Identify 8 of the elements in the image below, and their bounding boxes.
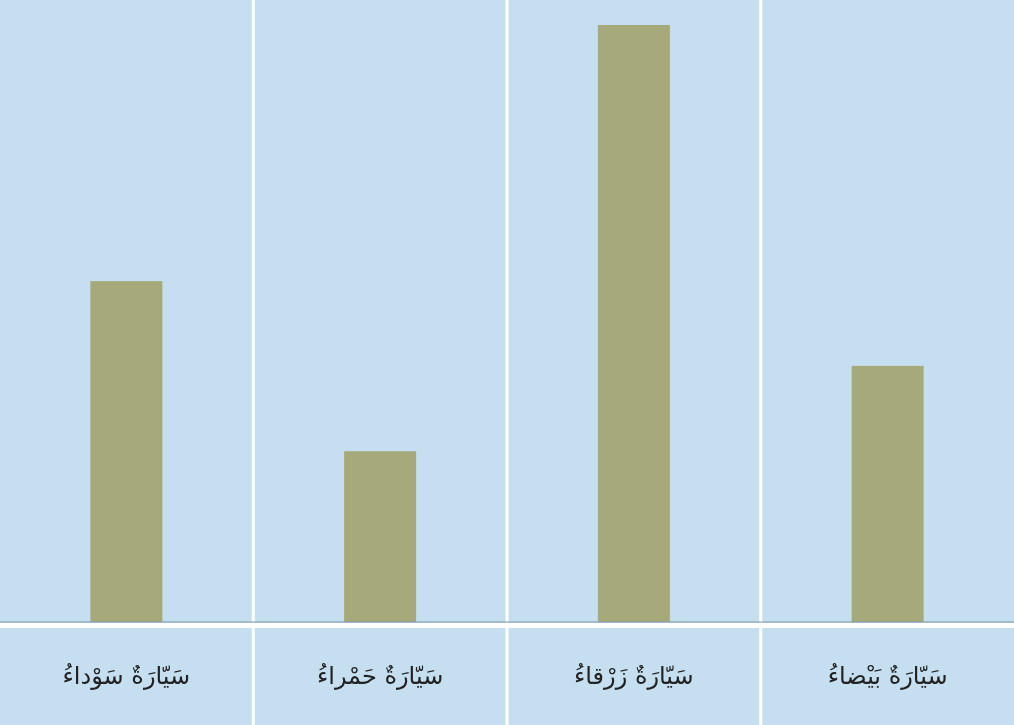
x-tick-label: سَيّارَةٌ بَيْضاءُ xyxy=(827,661,948,690)
bar xyxy=(90,281,163,622)
bar xyxy=(597,25,670,622)
bar xyxy=(851,365,924,622)
x-tick-label: سَيّارَةٌ سَوْداءُ xyxy=(62,661,191,690)
bar xyxy=(344,451,417,622)
x-tick-label: سَيّارَةٌ حَمْراءُ xyxy=(316,661,444,690)
x-tick-label: سَيّارَةٌ زَرْقاءُ xyxy=(574,661,694,690)
